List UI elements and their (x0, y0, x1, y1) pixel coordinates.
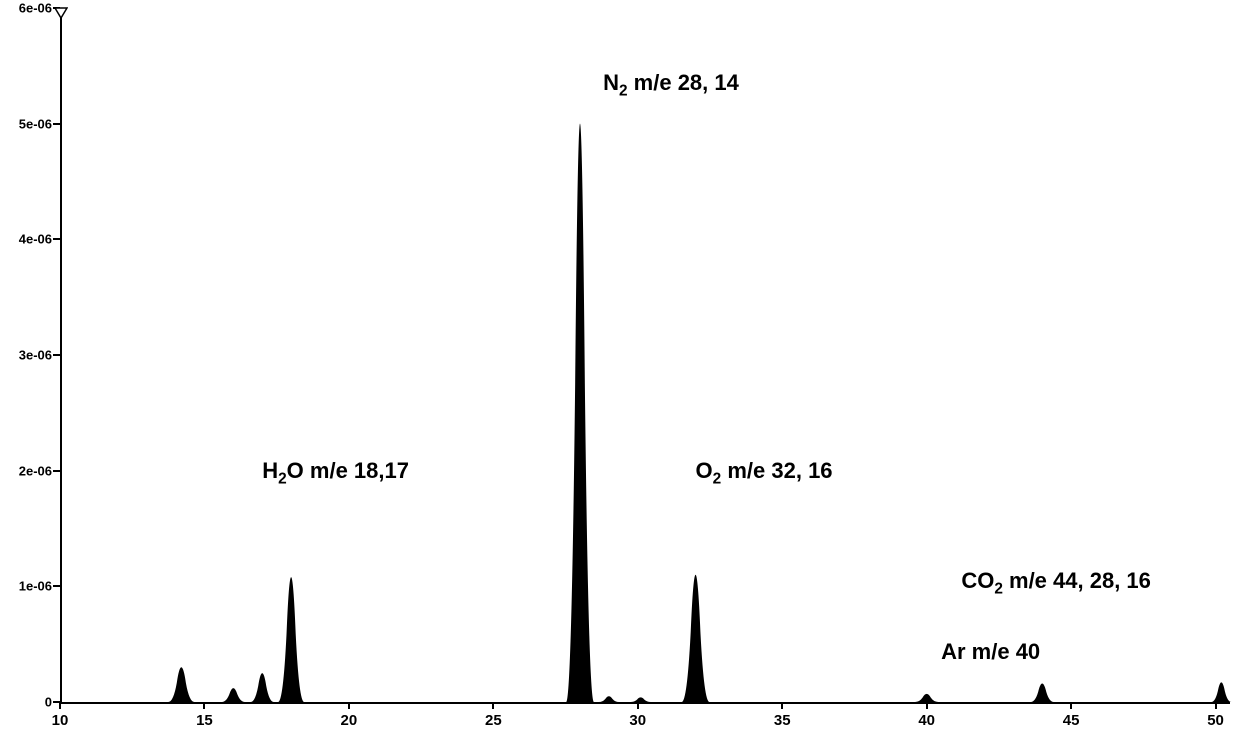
peak-mz-29 (599, 696, 619, 702)
annotation-h2o: H2O m/e 18,17 (262, 460, 409, 482)
y-tick-label: 1e-06 (6, 579, 52, 594)
x-tick-label: 10 (52, 712, 69, 729)
x-tick-mark (781, 702, 783, 709)
annotation-o2: O2 m/e 32, 16 (696, 460, 833, 482)
x-tick-label: 25 (485, 712, 502, 729)
y-tick-label: 2e-06 (6, 463, 52, 478)
x-tick-mark (59, 702, 61, 709)
peak-mz-32 (682, 575, 710, 702)
x-tick-mark (1070, 702, 1072, 709)
peak-mz-18 (278, 577, 304, 702)
x-tick-label: 45 (1063, 712, 1080, 729)
x-tick-mark (926, 702, 928, 709)
mass-spectrum-chart: 0 1e-06 2e-06 3e-06 4e-06 5e-06 6e-06 10 15 20 25… (0, 0, 1240, 738)
annotation-ar: Ar m/e 40 (941, 641, 1040, 663)
x-tick-label: 20 (341, 712, 358, 729)
x-tick-label: 15 (196, 712, 213, 729)
peak-mz-44 (1031, 683, 1054, 702)
y-tick-mark (53, 123, 60, 125)
y-tick-mark (53, 238, 60, 240)
x-tick-mark (348, 702, 350, 709)
x-tick-mark (492, 702, 494, 709)
y-tick-mark (53, 585, 60, 587)
x-tick-mark (1215, 702, 1217, 709)
y-tick-label: 3e-06 (6, 348, 52, 363)
y-tick-label: 6e-06 (6, 1, 52, 16)
x-tick-label: 35 (774, 712, 791, 729)
peak-mz-14.2 (168, 667, 194, 702)
y-max-marker-icon (54, 7, 68, 19)
annotation-co2: CO2 m/e 44, 28, 16 (961, 570, 1151, 592)
x-tick-label: 30 (629, 712, 646, 729)
y-tick-mark (53, 354, 60, 356)
peak-mz-28 (566, 124, 594, 702)
peak-mz-16 (222, 688, 245, 702)
y-tick-label: 4e-06 (6, 232, 52, 247)
x-tick-mark (637, 702, 639, 709)
peak-mz-50.2 (1211, 682, 1231, 702)
y-tick-label: 0 (6, 695, 52, 710)
y-tick-mark (53, 470, 60, 472)
x-tick-mark (203, 702, 205, 709)
peak-mz-40 (915, 694, 938, 702)
annotation-n2: N2 m/e 28, 14 (603, 72, 739, 94)
x-tick-label: 50 (1207, 712, 1224, 729)
peak-mz-30.1 (631, 697, 651, 702)
y-tick-label: 5e-06 (6, 116, 52, 131)
peak-mz-17 (251, 673, 274, 702)
spectrum-peaks (0, 0, 1240, 712)
x-tick-label: 40 (918, 712, 935, 729)
